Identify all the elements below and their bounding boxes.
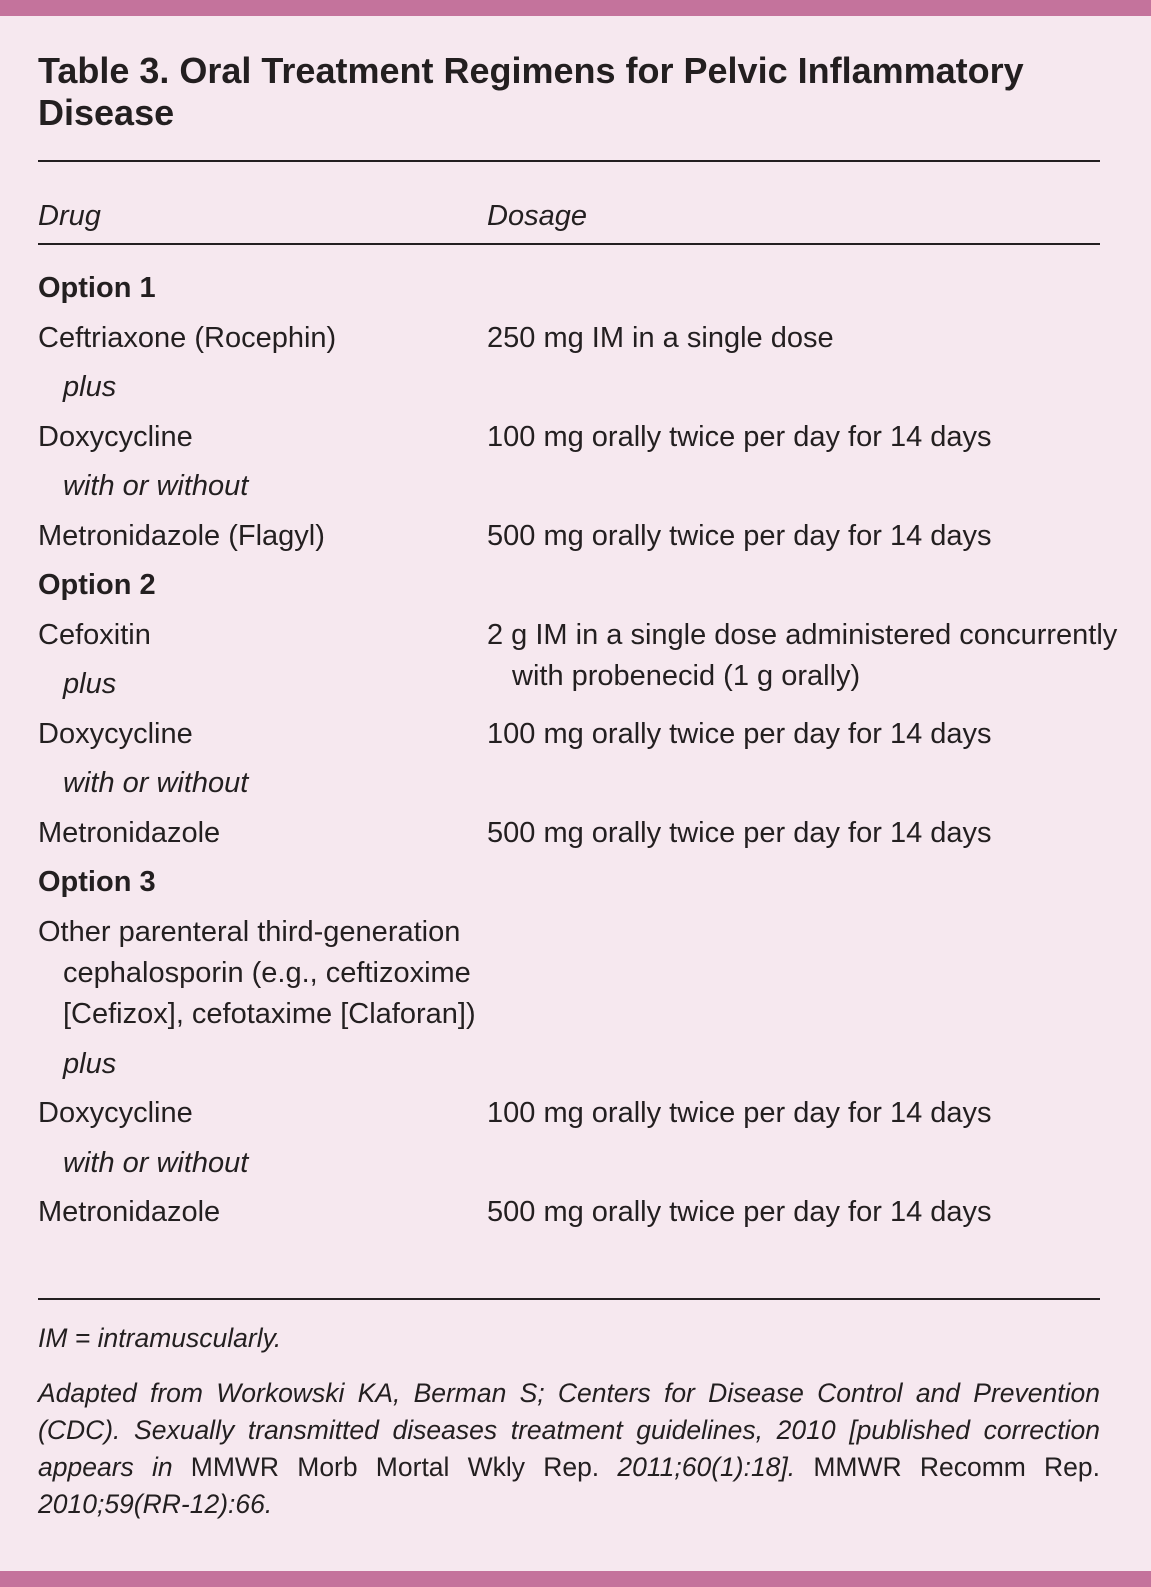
citation-text: 2011;60(1):18]. bbox=[599, 1452, 814, 1482]
column-header-dosage: Dosage bbox=[487, 200, 587, 232]
drug-cell: Cefoxitin bbox=[38, 618, 151, 651]
drug-cell: Doxycycline bbox=[38, 1097, 193, 1130]
table-row: Doxycycline 100 mg orally twice per day f… bbox=[38, 1093, 1100, 1143]
drug-cell: Doxycycline bbox=[38, 420, 193, 453]
connector-row: with or without bbox=[38, 763, 1100, 813]
footnote: IM = intramuscularly. bbox=[38, 1323, 282, 1353]
table-row: Doxycycline 100 mg orally twice per day f… bbox=[38, 714, 1100, 764]
table-row: Cefoxitin 2 g IM in a single dose adminis… bbox=[38, 615, 1117, 692]
drug-cell: Metronidazole bbox=[38, 816, 221, 849]
connector-label: plus bbox=[63, 371, 117, 403]
table-row: Doxycycline 100 mg orally twice per day f… bbox=[38, 417, 1100, 467]
citation-text: 2010;59(RR-12):66. bbox=[38, 1489, 273, 1519]
option-heading-row: Option 1 bbox=[38, 268, 1100, 318]
connector-row: plus bbox=[38, 367, 1100, 417]
option-heading-row: Option 3 bbox=[38, 862, 1100, 912]
table-title: Table 3. Oral Treatment Regimens for Pel… bbox=[38, 50, 1024, 133]
top-rule bbox=[38, 160, 1100, 162]
dosage-cell: 100 mg orally twice per day for 14 days bbox=[487, 420, 992, 453]
bottom-rule bbox=[38, 1298, 1100, 1300]
connector-row: with or without bbox=[38, 466, 1100, 516]
bottom-accent-bar bbox=[0, 1571, 1151, 1587]
drug-cell: Doxycycline bbox=[38, 717, 193, 750]
citation: Adapted from Workowski KA, Berman S; Cen… bbox=[38, 1375, 1100, 1523]
dosage-cell: 2 g IM in a single dose administered con… bbox=[487, 618, 1118, 692]
table-row: Metronidazole 500 mg orally twice per day… bbox=[38, 1192, 1100, 1242]
connector-label: plus bbox=[63, 1047, 117, 1080]
table-row: Metronidazole 500 mg orally twice per day… bbox=[38, 813, 1100, 863]
dosage-cell: 500 mg orally twice per day for 14 days bbox=[487, 1196, 992, 1229]
drug-cell: Other parenteral third-generation cephal… bbox=[38, 915, 476, 1031]
drug-cell: Metronidazole (Flagyl) bbox=[38, 519, 325, 552]
option-label: Option 3 bbox=[38, 866, 156, 898]
table-row: Metronidazole (Flagyl) 500 mg orally twic… bbox=[38, 516, 1100, 566]
dosage-cell: 500 mg orally twice per day for 14 days bbox=[487, 519, 992, 552]
connector-row: plus bbox=[38, 1044, 1100, 1094]
header-rule bbox=[38, 243, 1100, 245]
option-label: Option 2 bbox=[38, 569, 156, 601]
citation-text: Adapted from Workowski KA, Berman S; Cen… bbox=[38, 1378, 1100, 1482]
table-body: Option 1 Ceftriaxone (Rocephin) 250 mg IM … bbox=[38, 268, 1117, 1242]
dosage-cell: 500 mg orally twice per day for 14 days bbox=[487, 816, 992, 849]
dosage-cell: 100 mg orally twice per day for 14 days bbox=[487, 717, 992, 750]
column-header-drug: Drug bbox=[38, 200, 101, 232]
connector-row: plus bbox=[38, 664, 1100, 714]
table-row: Ceftriaxone (Rocephin) 250 mg IM in a sin… bbox=[38, 318, 1100, 368]
citation-journal: MMWR Morb Mortal Wkly Rep. bbox=[190, 1452, 600, 1482]
citation-journal: MMWR Recomm Rep. bbox=[813, 1452, 1100, 1482]
dosage-cell: 250 mg IM in a single dose bbox=[487, 321, 834, 354]
dosage-cell: 100 mg orally twice per day for 14 days bbox=[487, 1097, 992, 1130]
connector-row: with or without bbox=[38, 1143, 1100, 1193]
drug-cell: Metronidazole bbox=[38, 1196, 221, 1229]
connector-label: with or without bbox=[63, 1146, 249, 1179]
option-heading-row: Option 2 bbox=[38, 565, 1100, 615]
connector-label: with or without bbox=[63, 470, 249, 502]
connector-label: with or without bbox=[63, 767, 249, 799]
option-label: Option 1 bbox=[38, 272, 156, 304]
drug-cell: Ceftriaxone (Rocephin) bbox=[38, 321, 337, 354]
connector-label: plus bbox=[63, 668, 117, 700]
top-accent-bar bbox=[0, 0, 1151, 16]
table-row: Other parenteral third-generation cephal… bbox=[38, 912, 1100, 1044]
